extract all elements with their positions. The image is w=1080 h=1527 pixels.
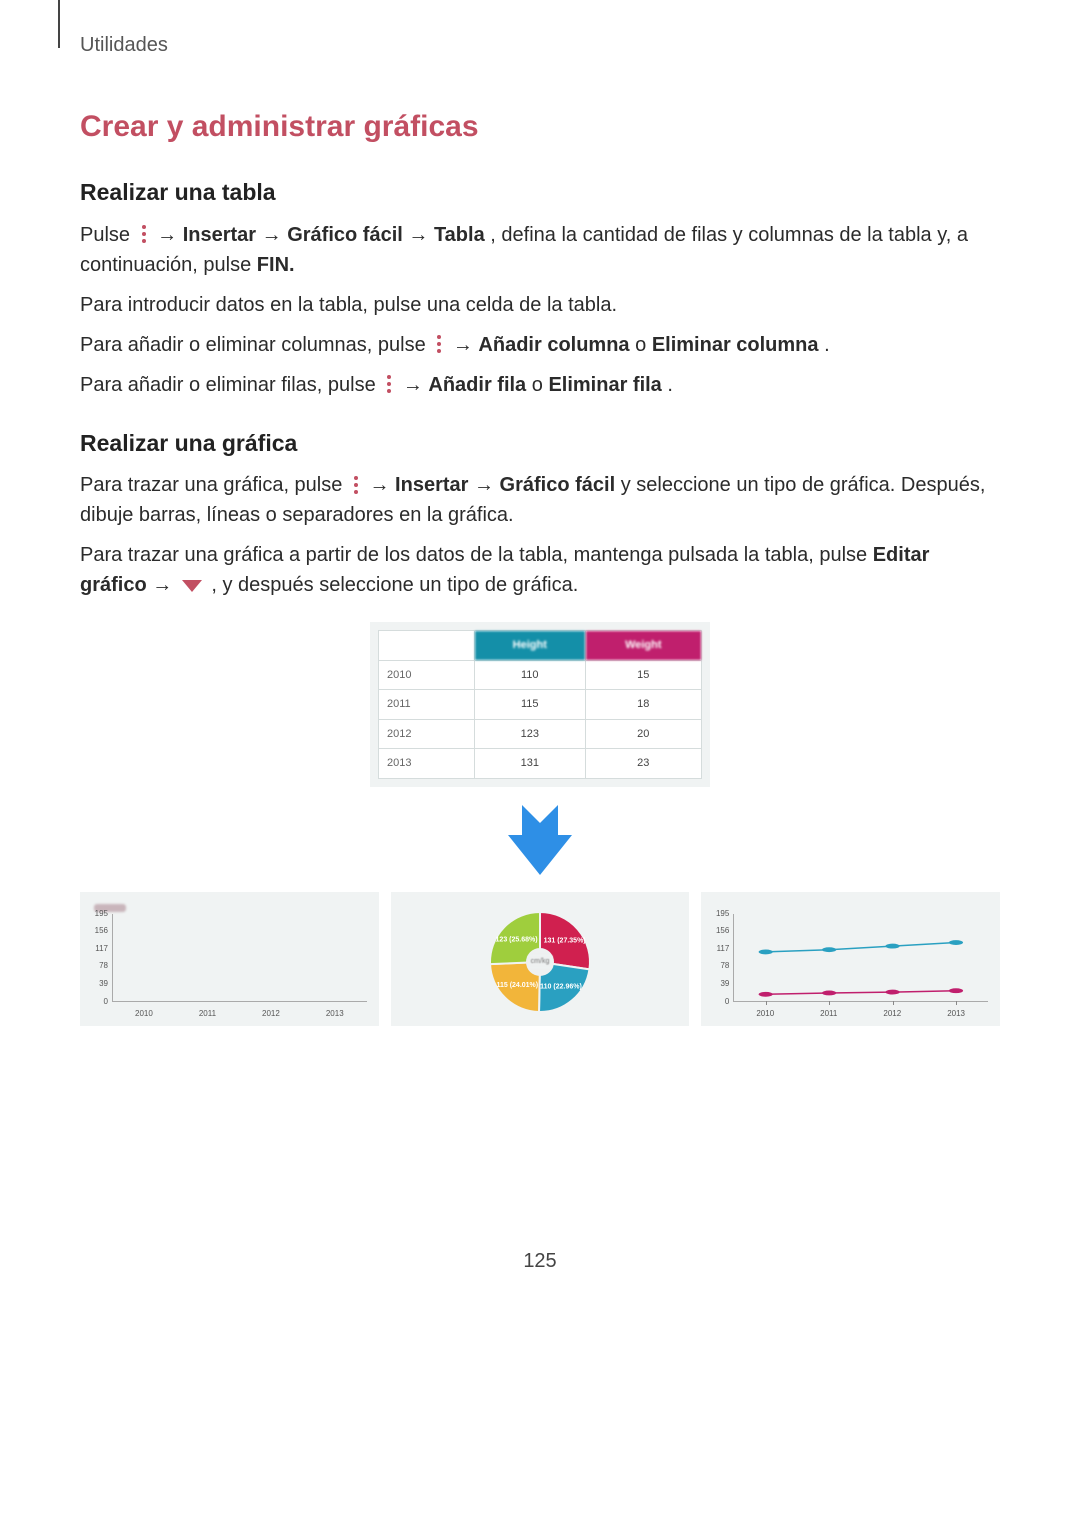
text: , y después seleccione un tipo de gráfic… bbox=[211, 574, 578, 596]
paragraph: Pulse → Insertar → Gráfico fácil → Tabla… bbox=[80, 220, 1000, 280]
heading-table: Realizar una tabla bbox=[80, 175, 1000, 210]
pie-chart: 131 (27.35%) 110 (22.96%)115 (24.01%) 123 … bbox=[391, 892, 690, 1026]
text: o bbox=[532, 374, 549, 396]
paragraph: Para trazar una gráfica a partir de los … bbox=[80, 540, 1000, 600]
figure-table: HeightWeight2010110152011115182012123202… bbox=[370, 622, 710, 787]
page: Utilidades Crear y administrar gráficas … bbox=[0, 0, 1080, 1316]
bold-text: Insertar bbox=[395, 474, 468, 496]
section-label: Utilidades bbox=[80, 30, 1000, 60]
paragraph: Para trazar una gráfica, pulse → Inserta… bbox=[80, 470, 1000, 530]
bold-text: Eliminar columna bbox=[652, 334, 819, 356]
text: o bbox=[635, 334, 652, 356]
svg-text:123 (25.68%): 123 (25.68%) bbox=[496, 936, 538, 943]
paragraph: Para introducir datos en la tabla, pulse… bbox=[80, 290, 1000, 320]
text: . bbox=[667, 374, 673, 396]
text: Para trazar una gráfica a partir de los … bbox=[80, 544, 873, 566]
bold-text: FIN. bbox=[257, 254, 295, 276]
text: → bbox=[262, 224, 288, 246]
paragraph: Para añadir o eliminar columnas, pulse →… bbox=[80, 330, 1000, 360]
heading-main: Crear y administrar gráficas bbox=[80, 104, 1000, 149]
text: → bbox=[403, 374, 429, 396]
svg-text:131 (27.35%): 131 (27.35%) bbox=[544, 937, 586, 944]
paragraph: Para añadir o eliminar filas, pulse → Añ… bbox=[80, 370, 1000, 400]
bold-text: Añadir fila bbox=[428, 374, 526, 396]
text: Pulse bbox=[80, 224, 136, 246]
pie-center-label: cm/kg bbox=[528, 954, 553, 969]
header-rule bbox=[58, 0, 60, 48]
line-chart: 19515611778390 2010201120122013 bbox=[701, 892, 1000, 1026]
bold-text: Gráfico fácil bbox=[287, 224, 403, 246]
text: → bbox=[157, 224, 183, 246]
more-dots-icon bbox=[138, 225, 150, 245]
more-dots-icon bbox=[433, 335, 445, 355]
bar-chart: 19515611778390 2010201120122013 bbox=[80, 892, 379, 1026]
svg-text:110 (22.96%): 110 (22.96%) bbox=[540, 983, 582, 990]
bold-text: Gráfico fácil bbox=[500, 474, 616, 496]
text: → bbox=[453, 334, 479, 356]
text: Para añadir o eliminar filas, pulse bbox=[80, 374, 381, 396]
text: → bbox=[152, 574, 178, 596]
page-number: 125 bbox=[80, 1246, 1000, 1276]
more-dots-icon bbox=[350, 476, 362, 496]
triangle-down-icon bbox=[182, 580, 202, 592]
text: → bbox=[474, 474, 500, 496]
bold-text: Tabla bbox=[434, 224, 485, 246]
heading-chart: Realizar una gráfica bbox=[80, 426, 1000, 461]
text: Para añadir o eliminar columnas, pulse bbox=[80, 334, 431, 356]
data-table: HeightWeight2010110152011115182012123202… bbox=[378, 630, 702, 779]
text: → bbox=[408, 224, 434, 246]
bold-text: Eliminar fila bbox=[548, 374, 661, 396]
text: Para trazar una gráfica, pulse bbox=[80, 474, 348, 496]
svg-text:115 (24.01%): 115 (24.01%) bbox=[496, 982, 538, 989]
text: . bbox=[824, 334, 830, 356]
more-dots-icon bbox=[383, 375, 395, 395]
arrow-down-icon bbox=[80, 805, 1000, 884]
bold-text: Insertar bbox=[183, 224, 256, 246]
text: → bbox=[369, 474, 395, 496]
bold-text: Añadir columna bbox=[478, 334, 629, 356]
charts-row: 19515611778390 2010201120122013 131 (27.… bbox=[80, 892, 1000, 1026]
